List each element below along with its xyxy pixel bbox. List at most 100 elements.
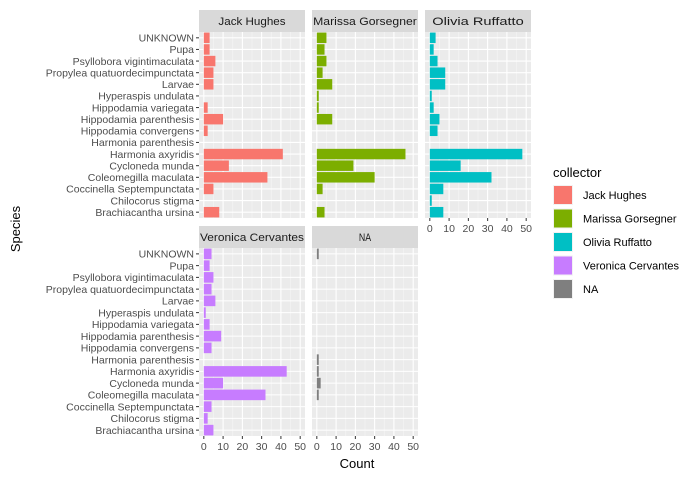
panel-olivia-ruffatto: Olivia Ruffatto 0 10 20 30 40 50 [425,10,532,235]
x-tick-label: 0 [427,223,433,235]
bar-na-unknown [316,248,319,260]
panel-veronica-cervantes: Veronica Cervantes 0 10 20 30 40 50 [199,226,306,453]
legend-key-marissa-gorsegner [554,209,572,228]
bar-jack-hughes-hippodamia-convergens [203,125,208,137]
x-tick-label: 10 [217,441,229,453]
bar-olivia-ruffatto-coleomegilla-maculata [429,172,492,183]
bar-veronica-cervantes-coccinella-septempunctata [203,401,212,412]
bar-olivia-ruffatto-chilocorus-stigma [429,195,432,206]
bar-veronica-cervantes-pupa [203,260,210,271]
x-tick-label: 30 [256,441,268,453]
bar-olivia-ruffatto-pupa [429,44,434,55]
bar-jack-hughes-cycloneda-munda [203,160,229,171]
x-tick-label: 40 [501,223,513,235]
bar-veronica-cervantes-larvae [203,295,216,307]
bar-jack-hughes-pupa [203,44,210,55]
x-tick-label: 10 [443,223,455,235]
bar-jack-hughes-propylea-quatuordecimpunctata [203,67,214,78]
y-tick-label: Chilocorus stigma [111,195,195,207]
facet-strip-label: Marissa Gorsegner [313,16,417,28]
y-tick-label: Coleomegilla maculata [88,390,194,402]
x-tick-label: 50 [407,441,419,453]
bar-veronica-cervantes-chilocorus-stigma [203,413,208,424]
bar-olivia-ruffatto-hippodamia-parenthesis [429,113,440,125]
y-tick-label: Harmonia axyridis [110,366,194,378]
bar-jack-hughes-coleomegilla-maculata [203,172,268,183]
bar-marissa-gorsegner-pupa [316,44,325,55]
bar-marissa-gorsegner-hippodamia-parenthesis [316,113,333,125]
bar-olivia-ruffatto-cycloneda-munda [429,160,461,171]
panel-na: NA 0 10 20 30 40 50 [312,226,419,453]
y-tick-label: Hippodamia parenthesis [81,114,194,126]
legend-label: Olivia Ruffatto [583,237,652,249]
bar-na-cycloneda-munda [316,377,321,389]
x-tick-label: 40 [388,441,400,453]
bar-jack-hughes-brachiacantha-ursina [203,206,220,218]
bar-veronica-cervantes-cycloneda-munda [203,377,224,389]
legend-key-olivia-ruffatto [554,233,572,251]
x-tick-label: 30 [482,223,494,235]
bar-jack-hughes-larvae [203,79,214,90]
bar-jack-hughes-coccinella-septempunctata [203,183,214,195]
bar-jack-hughes-harmonia-axyridis [203,148,283,160]
y-tick-label: Hippodamia convergens [81,126,194,138]
bar-marissa-gorsegner-hyperaspis-undulata [316,90,319,102]
bar-marissa-gorsegner-harmonia-axyridis [316,148,406,160]
y-tick-label: Larvae [162,79,194,91]
y-tick-label: Psyllobora vigintimaculata [73,56,195,68]
bar-veronica-cervantes-hippodamia-convergens [203,342,212,354]
facet-strip [425,10,531,32]
bar-veronica-cervantes-propylea-quatuordecimpunctata [203,283,212,295]
legend-key-veronica-cervantes [554,256,572,275]
bar-marissa-gorsegner-coleomegilla-maculata [316,172,375,183]
bar-veronica-cervantes-hippodamia-variegata [203,319,210,330]
bar-veronica-cervantes-hippodamia-parenthesis [203,330,222,342]
bar-olivia-ruffatto-hyperaspis-undulata [429,90,432,102]
y-tick-label: Hippodamia convergens [81,343,194,355]
bar-marissa-gorsegner-coccinella-septempunctata [316,183,323,195]
bar-na-harmonia-axyridis [316,366,319,377]
y-tick-label: Cycloneda munda [109,160,194,172]
facet-strip-label: NA [359,232,372,244]
bar-veronica-cervantes-hyperaspis-undulata [203,307,206,318]
facet-strip [199,226,305,248]
y-tick-label: Hyperaspis undulata [98,91,194,103]
y-tick-label: Harmonia axyridis [110,149,194,161]
x-tick-label: 20 [237,441,249,453]
y-tick-label: Hippodamia parenthesis [81,331,194,343]
bar-jack-hughes-hippodamia-parenthesis [203,113,224,125]
bar-veronica-cervantes-harmonia-axyridis [203,366,287,377]
x-tick-label: 40 [275,441,287,453]
y-tick-label: Propylea quatuordecimpunctata [46,67,194,79]
y-tick-label: Hippodamia variegata [92,319,194,331]
y-tick-label: Psyllobora vigintimaculata [73,272,195,284]
legend-key-na [554,280,572,298]
y-tick-label: Hippodamia variegata [92,102,194,114]
bar-marissa-gorsegner-psyllobora-vigintimaculata [316,55,327,67]
facet-strip [199,10,305,32]
y-tick-label: Brachiacantha ursina [95,207,194,219]
bar-veronica-cervantes-brachiacantha-ursina [203,424,214,436]
bar-marissa-gorsegner-brachiacantha-ursina [316,206,325,218]
legend-key-jack-hughes [554,186,572,204]
facet-strip-label: Jack Hughes [218,16,286,28]
bar-olivia-ruffatto-brachiacantha-ursina [429,206,444,218]
bar-olivia-ruffatto-hippodamia-variegata [429,102,434,113]
bar-jack-hughes-unknown [203,32,210,44]
panel-jack-hughes: Jack Hughes [199,10,305,218]
y-tick-label: Chilocorus stigma [111,413,195,425]
legend-label: Jack Hughes [583,190,647,202]
y-tick-label: Harmonia parenthesis [91,137,194,149]
bar-olivia-ruffatto-harmonia-axyridis [429,148,523,160]
y-tick-label: Propylea quatuordecimpunctata [46,284,194,296]
y-tick-label: Hyperaspis undulata [98,307,194,319]
bar-marissa-gorsegner-larvae [316,79,333,90]
legend-title: collector [553,165,602,180]
facet-strip-label: Olivia Ruffatto [432,16,524,28]
bar-na-coleomegilla-maculata [316,389,319,401]
bar-olivia-ruffatto-propylea-quatuordecimpunctata [429,67,446,78]
legend: collector Jack Hughes Marissa Gorsegner Oli… [553,165,679,299]
bar-veronica-cervantes-coleomegilla-maculata [203,389,266,401]
